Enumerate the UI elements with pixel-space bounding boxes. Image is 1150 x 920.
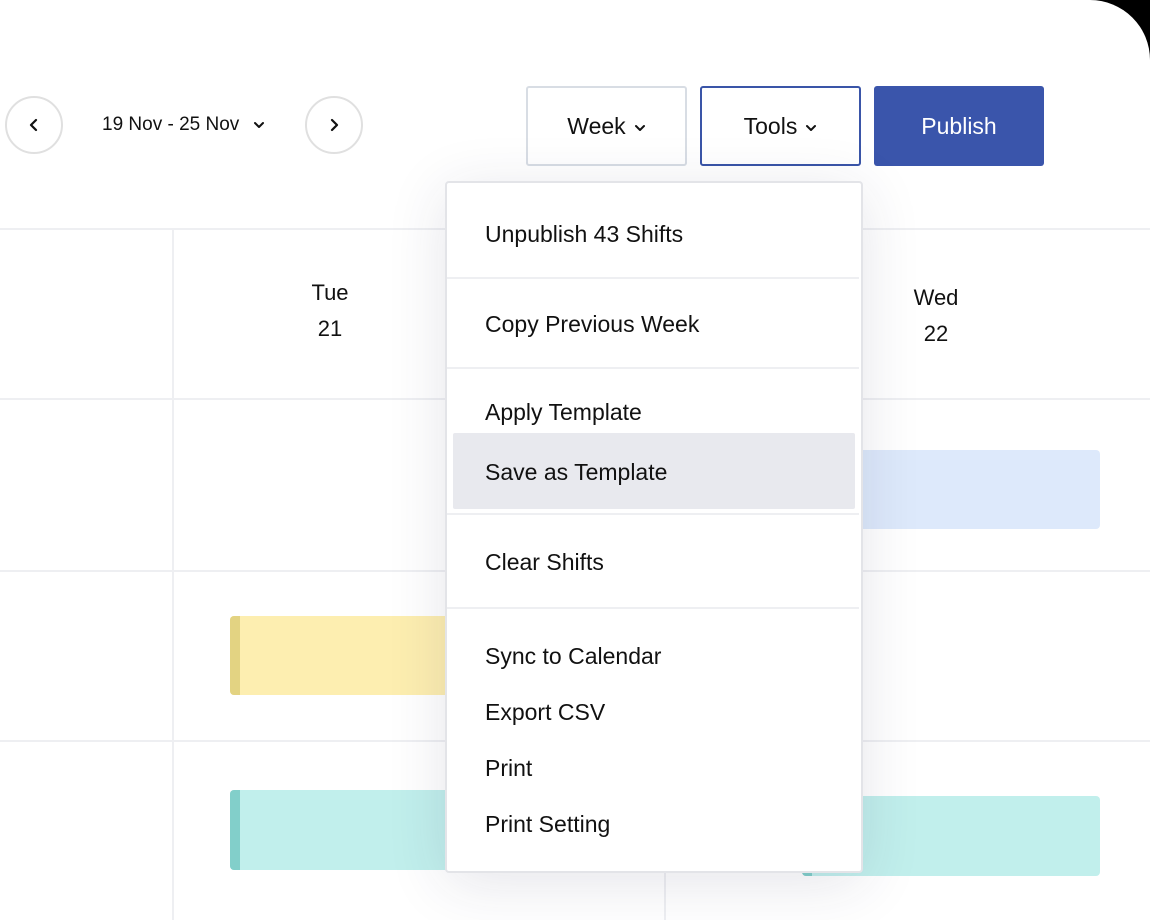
shift-accent: [230, 790, 240, 870]
menu-separator: [447, 277, 859, 279]
menu-item-unpublish-shifts[interactable]: Unpublish 43 Shifts: [485, 221, 684, 247]
shift-block[interactable]: [230, 790, 470, 870]
menu-item-export-csv[interactable]: Export CSV: [485, 699, 606, 725]
day-name: Wed: [913, 285, 959, 310]
menu-item-print[interactable]: Print: [485, 755, 533, 781]
menu-item-apply-template[interactable]: Apply Template: [485, 399, 642, 425]
chevron-down-icon: [806, 125, 817, 131]
date-range-label: 19 Nov - 25 Nov: [102, 114, 240, 135]
next-week-button[interactable]: [305, 96, 363, 154]
menu-item-highlight: [453, 433, 855, 509]
grid-divider: [172, 228, 174, 920]
day-header-wed: Wed 22: [896, 280, 976, 352]
chevron-right-icon: [330, 118, 339, 132]
menu-separator: [447, 513, 859, 515]
menu-item-save-as-template[interactable]: Save as Template: [485, 459, 668, 485]
previous-week-button[interactable]: [5, 96, 63, 154]
view-select-label: Week: [567, 112, 626, 139]
publish-button[interactable]: Publish: [874, 86, 1044, 166]
day-name: Tue: [311, 280, 349, 305]
chevron-down-icon: [254, 122, 265, 128]
menu-item-clear-shifts[interactable]: Clear Shifts: [485, 549, 604, 575]
tools-menu-label: Tools: [743, 112, 798, 139]
publish-label: Publish: [921, 112, 997, 139]
chevron-left-icon: [29, 118, 38, 132]
day-date: 21: [317, 316, 343, 341]
chevron-down-icon: [634, 125, 645, 131]
menu-item-sync-to-calendar[interactable]: Sync to Calendar: [485, 643, 662, 669]
menu-separator: [447, 367, 859, 369]
day-date: 22: [923, 321, 949, 346]
menu-item-print-setting[interactable]: Print Setting: [485, 811, 611, 837]
tools-menu-button[interactable]: Tools: [700, 86, 861, 166]
tools-dropdown-menu: Unpublish 43 Shifts Copy Previous Week A…: [445, 181, 863, 873]
day-header-tue: Tue 21: [290, 275, 370, 347]
menu-item-copy-previous-week[interactable]: Copy Previous Week: [485, 311, 700, 337]
view-select-button[interactable]: Week: [526, 86, 687, 166]
menu-separator: [447, 607, 859, 609]
shift-block[interactable]: [230, 616, 470, 695]
date-range-selector[interactable]: 19 Nov - 25 Nov: [102, 114, 265, 136]
shift-accent: [230, 616, 240, 695]
